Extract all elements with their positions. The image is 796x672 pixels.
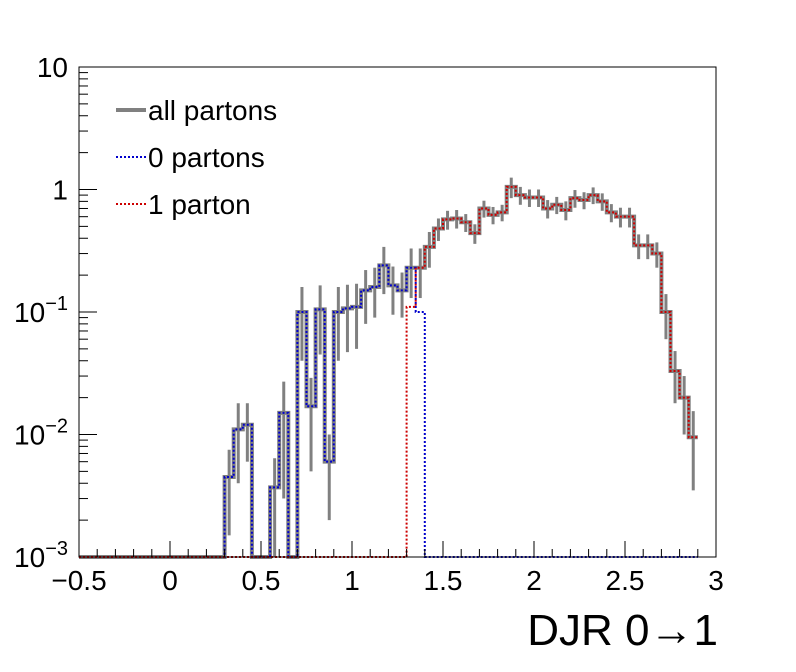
y-tick-label: 10−1 [14, 293, 68, 328]
legend-label-0-partons: 0 partons [148, 142, 265, 173]
y-tick-label: 1 [52, 175, 68, 206]
legend-label-all-partons: all partons [148, 95, 277, 126]
series-1-parton-line [79, 185, 698, 558]
axis-layer: −0.5 0 0.5 1 1.5 2 2.5 3 10−3 10−2 10−1 1 10 [14, 52, 724, 596]
x-tick-label: 0.5 [242, 565, 281, 596]
legend: all partons 0 partons 1 parton [116, 95, 277, 220]
plot-frame [78, 66, 717, 558]
x-axis-title: DJR 0→1 [527, 606, 718, 655]
y-tick-label: 10−2 [14, 416, 68, 451]
series-all-partons-line [79, 184, 698, 559]
y-tick-label: 10 [37, 52, 68, 83]
x-tick-label: 2.5 [606, 565, 645, 596]
legend-label-1-parton: 1 parton [148, 189, 251, 220]
x-tick-label: 1.5 [424, 565, 463, 596]
x-tick-label: 0 [162, 565, 178, 596]
series-0-partons-line [79, 264, 698, 558]
x-tick-label: −0.5 [51, 565, 106, 596]
x-tick-label: 1 [344, 565, 360, 596]
y-tick-label: 10−3 [14, 538, 68, 573]
plot-layer [79, 177, 698, 559]
x-tick-label: 2 [526, 565, 542, 596]
x-tick-label: 3 [708, 565, 724, 596]
